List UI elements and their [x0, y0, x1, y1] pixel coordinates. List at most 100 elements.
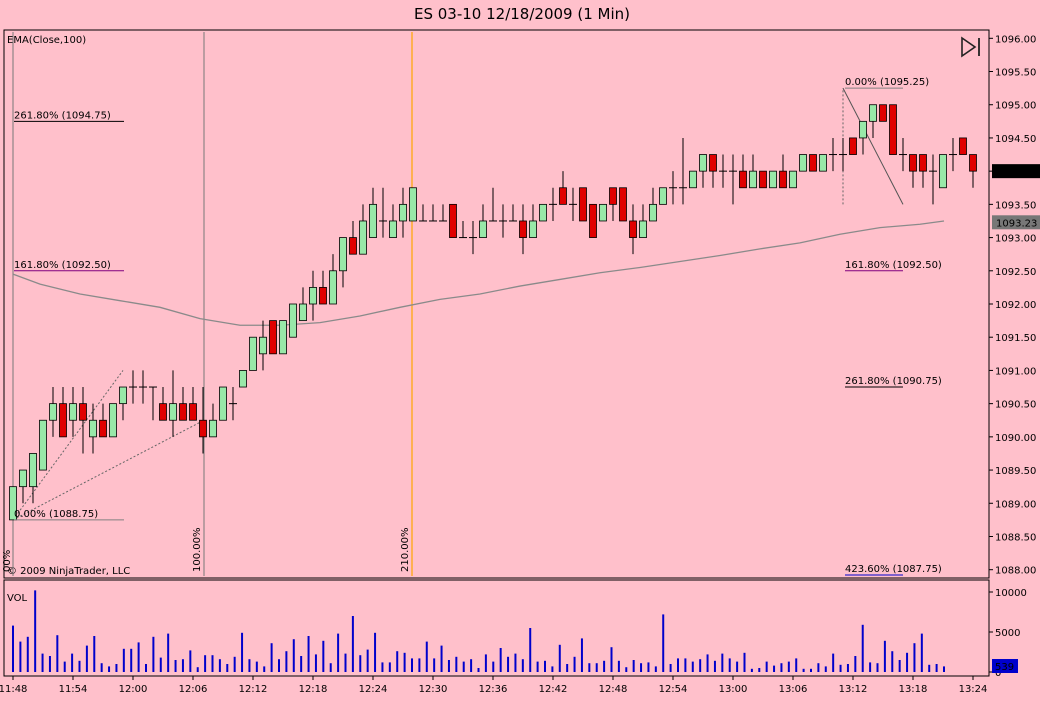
fib-level-label: 261.80% (1090.75)	[845, 376, 942, 387]
candle-up	[219, 386, 227, 421]
fib-level-label: 0.00% (1095.25)	[845, 77, 929, 88]
candle-up	[169, 403, 177, 421]
candle-up	[659, 187, 667, 205]
candle-up	[9, 486, 17, 521]
volume-tick-label: 0	[995, 668, 1001, 679]
candle-up	[309, 286, 317, 305]
volume-panel	[3, 579, 990, 677]
candle-up	[209, 419, 217, 438]
copyright-label: © 2009 NinjaTrader, LLC	[7, 566, 130, 577]
candle-up	[49, 403, 57, 421]
candle-up	[369, 203, 377, 238]
candle-up	[819, 154, 827, 172]
candle-down	[199, 419, 207, 438]
fib-levels-layer: 261.80% (1094.75) 161.80% (1092.50) 0.00% …	[14, 77, 942, 576]
candle-down	[579, 187, 587, 222]
price-tick-label: 1094.50	[995, 134, 1036, 145]
price-tick-label: 1095.50	[995, 68, 1036, 79]
price-tick-label: 1096.00	[995, 34, 1036, 45]
candle-up	[329, 270, 337, 305]
time-tick-label: 13:18	[899, 684, 928, 695]
price-axis: 1096.00 1095.50 1095.00 1094.50 1094.00 1093.…	[989, 34, 1036, 577]
candle-down	[809, 154, 817, 172]
candle-up	[279, 320, 287, 355]
candle-down	[609, 187, 617, 205]
time-tick-label: 12:36	[479, 684, 508, 695]
drawing-lines: 00% 100.00% 210.00%	[2, 32, 945, 576]
candle-up	[859, 120, 867, 139]
volume-bars-layer	[12, 590, 945, 672]
candle-down	[159, 403, 167, 421]
fib-level-label: 161.80% (1092.50)	[14, 260, 111, 271]
candle-up	[399, 203, 407, 222]
time-tick-label: 13:06	[779, 684, 808, 695]
time-tick-label: 12:42	[539, 684, 568, 695]
candle-up	[939, 154, 947, 189]
indicator-label: EMA(Close,100)	[7, 35, 86, 46]
candle-up	[649, 203, 657, 222]
fib-level-label: 423.60% (1087.75)	[845, 564, 942, 575]
volume-badge-bg	[992, 659, 1018, 673]
candle-down	[519, 220, 527, 238]
time-tick-label: 12:12	[239, 684, 268, 695]
time-tick-label: 12:30	[419, 684, 448, 695]
candle-down	[759, 170, 767, 189]
price-tick-label: 1092.00	[995, 300, 1036, 311]
volume-axis: 10000 5000 0	[989, 588, 1027, 679]
skip-forward-icon[interactable]	[961, 36, 980, 58]
time-tick-label: 11:48	[0, 684, 27, 695]
price-tick-label: 1088.50	[995, 532, 1036, 543]
candle-down	[79, 403, 87, 421]
candle-up	[639, 220, 647, 238]
ema-badge-bg	[992, 215, 1040, 230]
time-tick-label: 11:54	[59, 684, 88, 695]
candle-down	[619, 187, 627, 222]
candle-up	[539, 203, 547, 222]
ema-line	[12, 220, 945, 326]
candle-up	[749, 170, 757, 189]
price-tick-label: 1089.50	[995, 466, 1036, 477]
price-tick-label: 1091.00	[995, 366, 1036, 377]
fib-connector	[842, 87, 904, 205]
candle-down	[349, 237, 357, 255]
time-axis: 11:48 11:54 12:00 12:06 12:12 12:18 12:24 12:30…	[0, 676, 987, 695]
candle-down	[59, 403, 67, 438]
candle-up	[289, 303, 297, 338]
candle-up	[29, 453, 37, 488]
candle-up	[789, 170, 797, 189]
vertical-label-210: 210.00%	[400, 528, 411, 573]
price-tick-label: 1095.00	[995, 101, 1036, 112]
candle-down	[179, 403, 187, 421]
price-tick-label: 1091.50	[995, 333, 1036, 344]
candle-down	[969, 154, 977, 172]
candle-up	[479, 220, 487, 238]
candle-down	[269, 320, 277, 355]
candle-down	[909, 154, 917, 172]
candle-up	[359, 220, 367, 255]
vertical-label-100: 100.00%	[192, 528, 203, 573]
volume-label: VOL	[7, 593, 28, 604]
candle-up	[39, 419, 47, 471]
candle-down	[739, 170, 747, 189]
time-tick-label: 13:24	[959, 684, 988, 695]
time-tick-label: 12:48	[599, 684, 628, 695]
candle-up	[69, 403, 77, 421]
candle-up	[529, 220, 537, 238]
time-tick-label: 12:24	[359, 684, 388, 695]
candle-down	[99, 419, 107, 438]
candle-up	[119, 386, 127, 405]
candle-up	[599, 203, 607, 222]
last-price-badge-bg	[992, 164, 1040, 179]
time-tick-label: 12:18	[299, 684, 328, 695]
candle-down	[919, 154, 927, 172]
candle-up	[89, 419, 97, 438]
fib-connector	[12, 370, 124, 521]
candle-up	[249, 336, 257, 371]
candle-down	[959, 137, 967, 155]
price-tick-label: 1093.50	[995, 200, 1036, 211]
candle-down	[449, 203, 457, 238]
candle-up	[239, 370, 247, 388]
candle-up	[769, 170, 777, 189]
candle-down	[589, 203, 597, 238]
